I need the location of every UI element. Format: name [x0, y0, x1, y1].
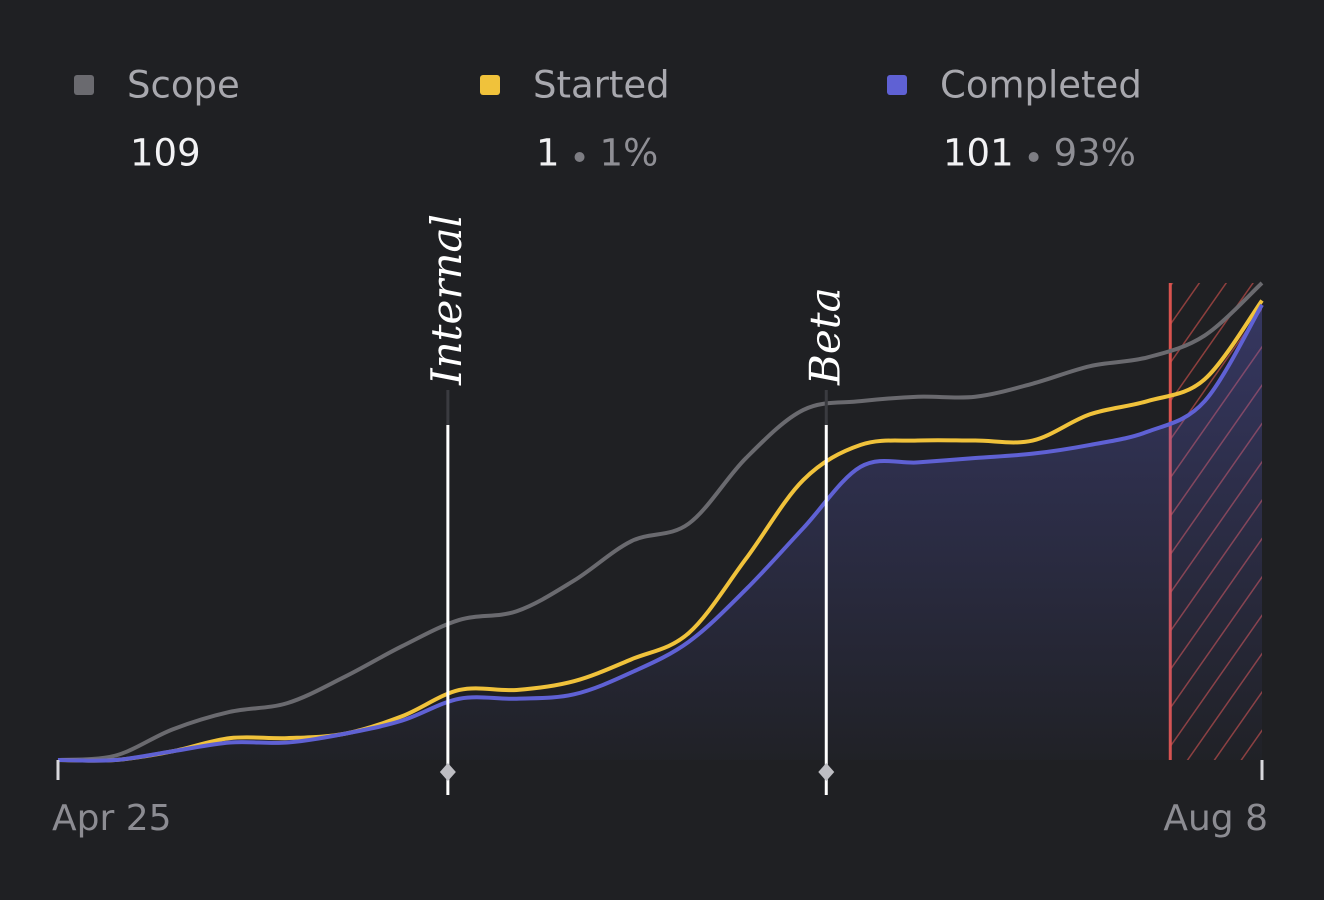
line: [57, 281, 1264, 762]
legend-swatch: [887, 75, 907, 95]
marker-label: Internal: [422, 214, 471, 386]
x-tick-label: Aug 8: [1163, 798, 1268, 839]
legend-share: 93%: [1054, 132, 1136, 175]
legend-name: Started: [533, 64, 670, 107]
area: [58, 304, 1262, 761]
legend-name: Scope: [127, 64, 240, 107]
line: [57, 303, 1264, 763]
separator-dot: [1028, 152, 1039, 162]
marker-diamond: [818, 763, 835, 781]
legend-swatch: [480, 75, 500, 95]
legend-swatch: [74, 75, 94, 95]
x-tick-label: Apr 25: [52, 798, 172, 839]
legend-share: 1%: [600, 132, 659, 175]
marker-diamond: [439, 763, 456, 781]
marker-label: Beta: [800, 287, 849, 386]
legend-name: Completed: [940, 64, 1142, 107]
line: [57, 299, 1264, 763]
legend-count: 1: [536, 132, 560, 175]
legend-count: 101: [943, 132, 1014, 175]
legend-count: 109: [130, 132, 201, 175]
separator-dot: [574, 152, 585, 162]
